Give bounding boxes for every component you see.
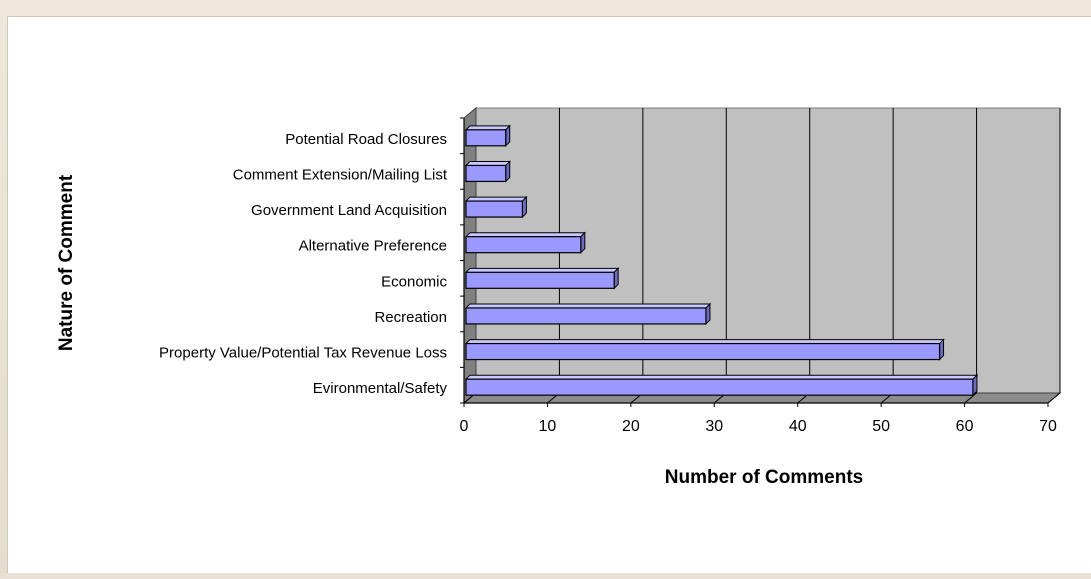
- floor-gridline: [964, 392, 977, 404]
- bar-top: [464, 303, 712, 309]
- bar-side: [613, 267, 619, 290]
- chart-labels: Evironmental/Safety Property Value/Potent…: [159, 131, 1057, 435]
- bar: [464, 267, 620, 290]
- x-tick-label: 20: [622, 418, 640, 435]
- bar-front: [465, 342, 941, 361]
- chart-panel: Evironmental/Safety Property Value/Potent…: [7, 16, 1091, 573]
- bar-front: [465, 307, 707, 325]
- category-label: Recreation: [374, 309, 447, 326]
- category-label: Alternative Preference: [299, 238, 447, 255]
- bar-front: [465, 200, 524, 218]
- x-tick-label: 60: [956, 418, 974, 435]
- chart-bars: [464, 124, 979, 397]
- bar-top: [464, 160, 511, 166]
- bar-top: [464, 374, 979, 380]
- x-tick-label: 40: [789, 418, 807, 435]
- bar-top: [464, 267, 620, 273]
- x-tick-label: 10: [539, 418, 557, 435]
- floor-gridline: [1047, 392, 1061, 404]
- bar: [464, 373, 979, 397]
- category-label: Government Land Acquisition: [251, 202, 447, 219]
- y-axis-title: Nature of Comment: [56, 174, 77, 351]
- x-tick-label: 30: [705, 418, 723, 435]
- x-tick-label: 70: [1039, 418, 1057, 435]
- bar-front: [465, 271, 615, 289]
- bar-top: [464, 232, 587, 238]
- bar: [464, 160, 511, 183]
- category-label: Comment Extension/Mailing List: [233, 166, 448, 183]
- x-axis-title: Number of Comments: [665, 467, 863, 488]
- bar-front: [465, 236, 582, 254]
- chart-axes: [460, 117, 1049, 407]
- x-tick-label: 50: [872, 418, 890, 435]
- bar: [464, 302, 712, 326]
- category-label: Property Value/Potential Tax Revenue Los…: [159, 345, 447, 362]
- bar-front: [465, 378, 974, 396]
- bar: [464, 195, 528, 219]
- bar-side: [505, 160, 511, 183]
- x-tick-label: 0: [460, 418, 469, 435]
- category-label: Potential Road Closures: [285, 131, 447, 148]
- bar: [464, 231, 587, 254]
- bar-top: [464, 125, 511, 131]
- bar-side: [505, 124, 511, 148]
- bar-top: [464, 339, 945, 345]
- bar-front: [465, 129, 507, 147]
- bar: [464, 124, 511, 148]
- bar-top: [464, 196, 528, 202]
- bar: [464, 338, 945, 361]
- bar-chart: Evironmental/Safety Property Value/Potent…: [56, 106, 1062, 488]
- category-label: Economic: [381, 273, 447, 290]
- category-label: Evironmental/Safety: [313, 380, 448, 397]
- bar-front: [465, 164, 507, 183]
